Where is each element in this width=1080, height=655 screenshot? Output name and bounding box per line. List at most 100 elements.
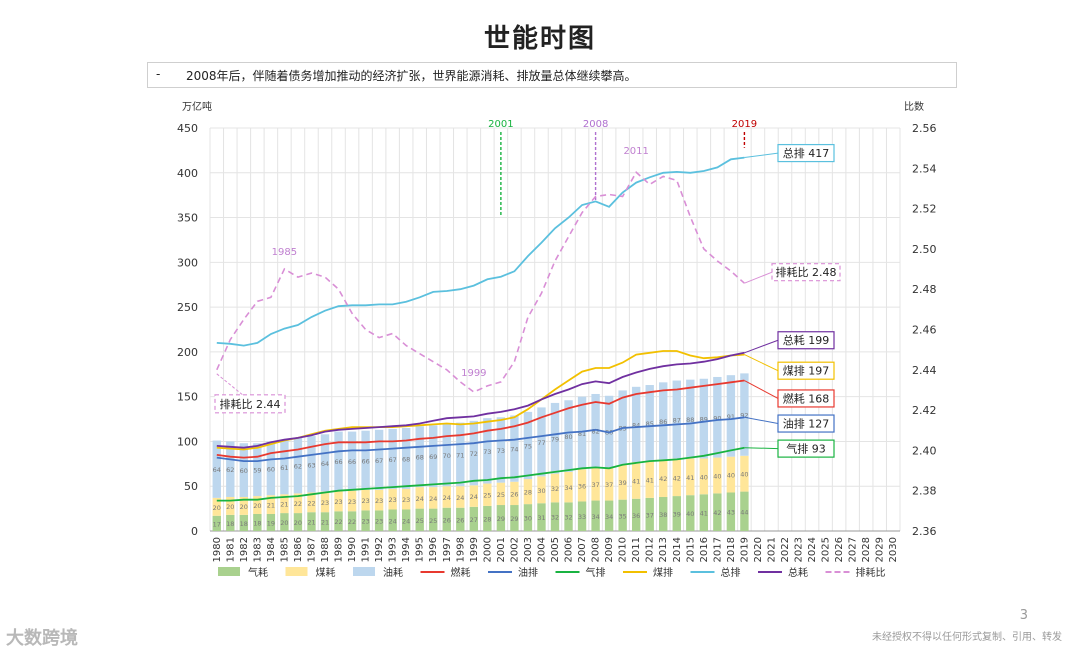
callout-box [214,394,286,414]
bar-label-gas_use: 17 [213,520,221,528]
y2-axis-title: 比数 [904,100,924,113]
bar-label-gas_use: 30 [524,515,532,523]
bar-oil_use [307,436,316,493]
bar-gas_use [550,502,560,531]
bar-label-oil_use: 92 [740,412,748,420]
bar-label-coal_use: 40 [713,472,721,480]
series-line-gas_em [216,446,745,502]
bar-label-coal_use: 23 [334,498,342,506]
bar-label-gas_use: 37 [646,511,654,519]
bar-label-oil_use: 82 [591,428,599,436]
y-tick-label: 450 [177,122,198,135]
bar-gas_use [253,513,262,531]
bar-coal_use [740,455,749,492]
bar-label-coal_use: 23 [321,499,329,507]
x-tick-label: 1985 [279,537,290,562]
note-text: 2008年后，伴随着债务增加推动的经济扩张，世界能源消耗、排放量总体继续攀高。 [186,69,637,83]
bar-coal_use [591,467,600,501]
bar-gas_use [713,493,722,531]
bar-gas_use [618,499,627,531]
legend-label: 油耗 [383,566,403,579]
y2-tick-label: 2.42 [912,404,937,417]
bar-label-oil_use: 85 [646,420,654,428]
peak-annotation: 1985 [272,247,297,258]
bar-oil_use [740,373,749,456]
bar-label-oil_use: 66 [334,458,342,466]
callout-box [777,414,835,433]
bar-gas_use [266,513,276,531]
bar-label-oil_use: 84 [632,421,640,429]
legend-label: 总排 [721,566,741,579]
x-tick-label: 1997 [442,537,453,562]
x-tick-label: 1983 [252,537,263,562]
x-tick-label: 2025 [821,537,832,562]
bar-coal_use [537,476,546,504]
bar-coal_use [266,495,276,514]
bar-coal_use [212,497,221,516]
bar-label-coal_use: 23 [389,496,397,504]
bar-gas_use [726,492,736,531]
x-tick-label: 1984 [266,537,277,562]
series-line-total_em [216,156,745,347]
bar-label-gas_use: 27 [470,516,478,524]
bar-label-oil_use: 67 [375,457,383,465]
bar-gas_use [469,506,479,531]
bar-gas_use [577,501,587,531]
bar-gas_use [456,507,465,531]
series-line-total_use [216,351,745,449]
bar-coal_use [293,493,303,514]
y-tick-label: 350 [177,212,198,225]
footnote: 未经授权不得以任何形式复制、引用、转发 [872,632,1062,643]
x-tick-label: 1982 [239,537,250,562]
x-tick-label: 2018 [726,537,737,562]
x-tick-label: 2001 [496,537,507,562]
x-tick-label: 2024 [807,537,818,562]
year-marker-label: 2001 [488,119,513,130]
bar-gas_use [374,510,384,531]
bar-coal_use [469,485,479,507]
callout-leader [216,373,245,397]
bar-gas_use [686,495,695,531]
x-tick-label: 2027 [848,537,859,562]
bar-label-gas_use: 22 [334,518,342,526]
page-number: 3 [1019,608,1028,623]
bar-coal_use [659,459,668,497]
callout-label: 煤排 197 [783,364,830,378]
energy-chart: 0 50 100 150 200 250 300 350 400 450 2.36 2.38 2.40 2… [177,100,937,579]
bar-label-coal_use: 24 [456,494,464,502]
bar-oil_use [347,431,357,491]
bar-label-coal_use: 25 [497,491,505,499]
bar-oil_use [469,420,479,486]
y2-tick-label: 2.38 [912,485,937,498]
callout-box [777,389,835,408]
bar-label-oil_use: 61 [280,464,288,472]
x-tick-label: 2006 [564,537,575,562]
bar-label-gas_use: 31 [537,514,545,522]
bar-coal_use [726,456,736,493]
bar-label-gas_use: 29 [510,515,518,523]
bar-oil_use [713,376,722,458]
bar-oil_use [496,417,506,483]
x-tick-label: 2015 [685,537,696,562]
bar-gas_use [604,500,614,531]
callout-label: 油排 127 [783,417,830,431]
bar-gas_use [631,498,641,531]
bar-oil_use [456,422,465,487]
bar-gas_use [645,497,654,531]
bar-coal_use [672,458,681,497]
bar-oil_use [577,396,587,470]
bar-label-gas_use: 40 [686,510,694,518]
y2-tick-label: 2.44 [912,364,937,377]
y-tick-label: 200 [177,346,198,359]
bar-gas_use [496,505,506,531]
bar-label-oil_use: 86 [659,418,667,426]
bar-label-coal_use: 24 [429,495,437,503]
x-tick-label: 1995 [415,537,426,562]
bar-label-gas_use: 38 [659,511,667,519]
callout-label: 气排 93 [786,442,826,456]
bar-label-oil_use: 62 [226,466,234,474]
bar-coal_use [415,487,424,509]
bar-label-coal_use: 20 [253,502,261,510]
bar-oil_use [388,428,397,489]
bar-oil_use [699,378,709,459]
